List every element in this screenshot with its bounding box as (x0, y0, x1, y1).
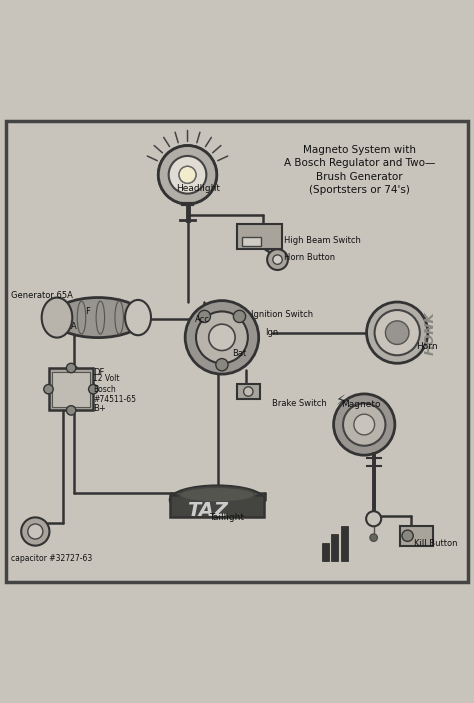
Circle shape (334, 394, 395, 455)
Circle shape (196, 311, 248, 363)
Bar (237, 224, 282, 249)
Circle shape (28, 524, 43, 539)
Circle shape (343, 404, 385, 446)
Bar (322, 543, 329, 561)
Text: Bat: Bat (232, 349, 246, 359)
Text: DF: DF (93, 368, 105, 378)
Text: B+: B+ (93, 404, 106, 413)
Ellipse shape (42, 297, 73, 337)
Ellipse shape (180, 487, 255, 502)
Circle shape (374, 310, 420, 355)
Circle shape (158, 146, 217, 204)
Circle shape (179, 167, 196, 183)
Text: High Beam Switch: High Beam Switch (284, 236, 361, 245)
Circle shape (354, 414, 374, 435)
Text: Ignition Switch: Ignition Switch (251, 310, 313, 319)
Circle shape (216, 359, 228, 370)
Text: Taillight: Taillight (209, 513, 244, 522)
Text: ⚡: ⚡ (336, 394, 346, 408)
Ellipse shape (52, 297, 144, 337)
Text: TAZ: TAZ (187, 501, 228, 520)
Circle shape (66, 406, 76, 415)
Circle shape (233, 310, 246, 323)
Circle shape (267, 250, 288, 270)
Bar (400, 526, 433, 546)
Text: A: A (71, 322, 77, 331)
Circle shape (185, 301, 259, 374)
Text: Horn: Horn (416, 342, 438, 352)
Circle shape (169, 156, 206, 193)
Circle shape (21, 517, 49, 546)
Text: Magneto: Magneto (341, 400, 380, 408)
Text: Horn Button: Horn Button (284, 253, 335, 262)
Bar (48, 368, 93, 411)
Circle shape (209, 324, 235, 351)
Bar (331, 534, 338, 561)
Circle shape (179, 167, 196, 183)
Circle shape (273, 255, 282, 264)
Bar (52, 372, 90, 406)
Text: Generator 65A: Generator 65A (11, 292, 73, 300)
Bar (242, 238, 261, 246)
Circle shape (89, 385, 98, 394)
Circle shape (385, 321, 409, 344)
Bar (341, 526, 348, 561)
Circle shape (244, 387, 253, 396)
FancyBboxPatch shape (6, 121, 468, 582)
Text: Headlight: Headlight (176, 184, 220, 193)
Bar (237, 385, 260, 399)
Circle shape (370, 534, 377, 541)
Circle shape (66, 363, 76, 373)
Circle shape (402, 530, 413, 541)
Circle shape (44, 385, 53, 394)
Text: F: F (85, 307, 90, 316)
Text: Acc: Acc (195, 315, 210, 324)
Text: 12 Volt
Bosch
#74511-65: 12 Volt Bosch #74511-65 (93, 374, 137, 404)
Bar (170, 495, 264, 517)
Circle shape (158, 146, 217, 204)
Ellipse shape (125, 300, 151, 335)
Ellipse shape (170, 486, 264, 514)
Circle shape (198, 310, 210, 323)
Text: Kill Button: Kill Button (414, 539, 457, 548)
Text: capacitor #32727-63: capacitor #32727-63 (11, 555, 92, 563)
Circle shape (366, 511, 381, 527)
Text: Brake Switch: Brake Switch (273, 399, 327, 408)
Text: Ign: Ign (265, 328, 279, 337)
Text: Magneto System with
A Bosch Regulator and Two—
Brush Generator
(Sportsters or 74: Magneto System with A Bosch Regulator an… (284, 146, 435, 195)
Circle shape (366, 302, 428, 363)
Text: HONK: HONK (424, 311, 437, 354)
